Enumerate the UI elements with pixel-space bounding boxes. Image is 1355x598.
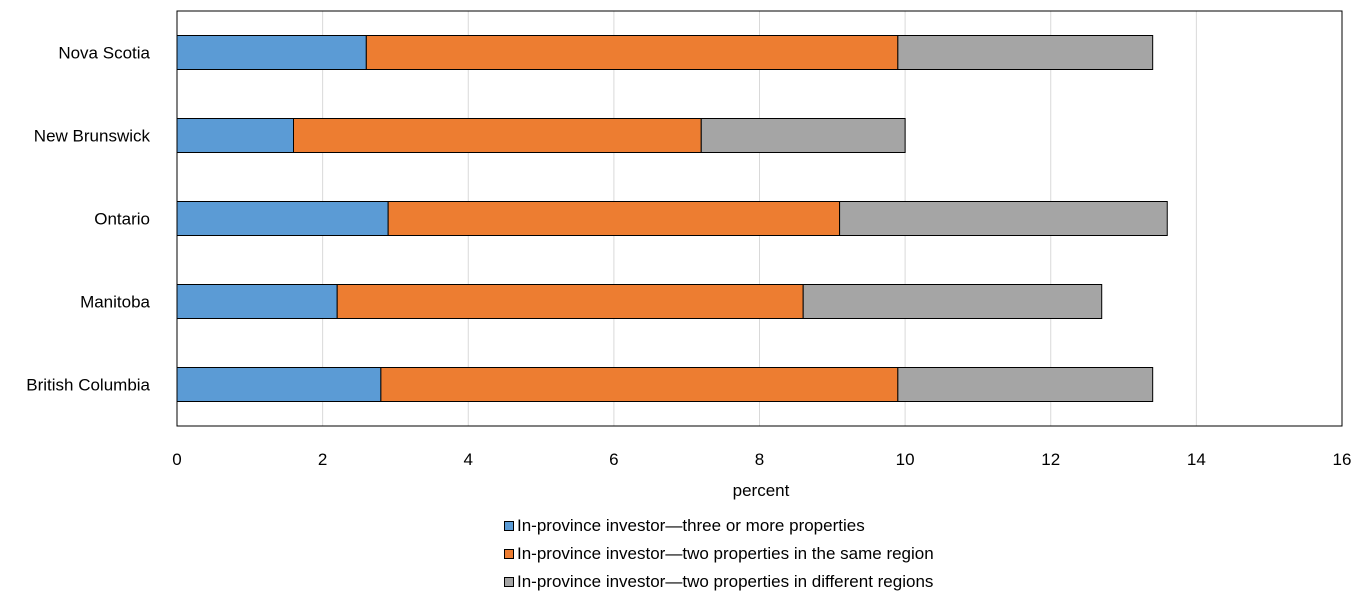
bar-segment: [293, 118, 702, 153]
bar-segment: [839, 201, 1168, 236]
x-tick-label: 12: [1041, 450, 1060, 469]
legend-item: In-province investor—two properties in t…: [504, 540, 934, 568]
legend-label: In-province investor—two properties in t…: [517, 544, 934, 563]
category-label: British Columbia: [26, 376, 150, 395]
category-axis-labels: Nova Scotia New Brunswick Ontario Manitoba B…: [26, 44, 150, 395]
bar-segment: [897, 367, 1154, 402]
bar-segment: [700, 118, 906, 153]
x-tick-label: 6: [609, 450, 618, 469]
x-axis-title: percent: [733, 481, 790, 500]
legend-item: In-province investor—three or more prope…: [504, 512, 934, 540]
x-tick-label: 0: [172, 450, 181, 469]
legend-swatch: [504, 577, 514, 587]
bar-segment: [176, 367, 382, 402]
category-label: New Brunswick: [34, 127, 151, 146]
bar-segment: [897, 35, 1154, 70]
bar-segment: [176, 35, 367, 70]
category-label: Nova Scotia: [58, 44, 150, 63]
legend: In-province investor—three or more prope…: [504, 512, 934, 596]
bars: [176, 35, 1168, 402]
x-tick-label: 2: [318, 450, 327, 469]
legend-item: In-province investor—two properties in d…: [504, 568, 934, 596]
legend-label: In-province investor—two properties in d…: [517, 572, 934, 591]
bar-segment: [387, 201, 841, 236]
bar-segment: [380, 367, 899, 402]
bar-segment: [176, 284, 338, 319]
x-tick-label: 8: [755, 450, 764, 469]
legend-label: In-province investor—three or more prope…: [517, 516, 865, 535]
bar-segment: [365, 35, 899, 70]
plot-area-frame: [176, 10, 1343, 427]
x-tick-label: 4: [464, 450, 473, 469]
legend-swatch: [504, 549, 514, 559]
bar-segment: [176, 118, 294, 153]
bar-segment: [176, 201, 389, 236]
category-label: Manitoba: [80, 293, 150, 312]
legend-swatch: [504, 521, 514, 531]
x-tick-label: 16: [1333, 450, 1352, 469]
x-tick-label: 10: [896, 450, 915, 469]
category-label: Ontario: [94, 210, 150, 229]
x-tick-label: 14: [1187, 450, 1206, 469]
bar-segment: [336, 284, 804, 319]
stacked-bar-chart: Nova Scotia New Brunswick Ontario Manitoba B…: [26, 10, 1351, 500]
bar-segment: [802, 284, 1103, 319]
x-axis-tick-labels: 0 2 4 6 8 10 12 14 16: [172, 450, 1351, 469]
